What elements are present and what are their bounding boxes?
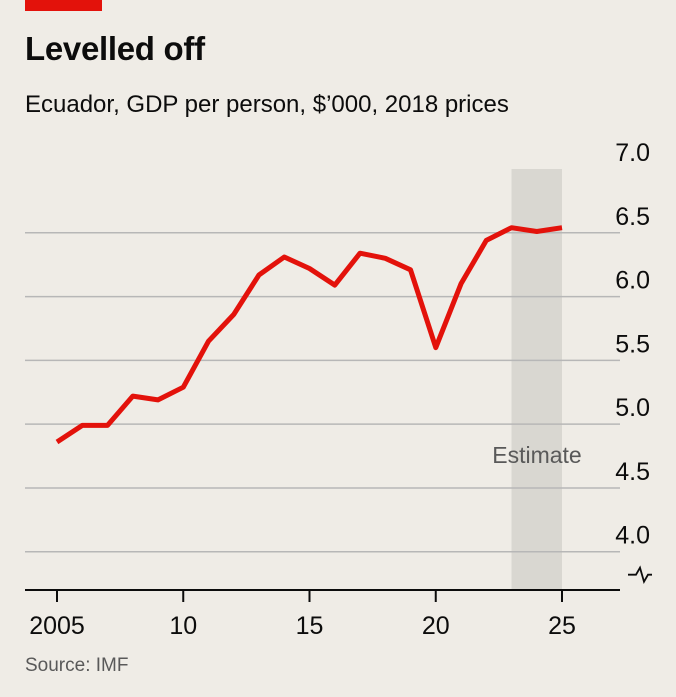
estimate-shade (511, 169, 562, 590)
line-chart: 4.0 4.5 5.0 5.5 6.0 6.5 7.0 2005 10 15 20 25 Estimat… (25, 139, 652, 640)
y-tick-label: 7.0 (615, 139, 650, 167)
y-tick-label: 6.5 (615, 203, 650, 231)
x-tick-label: 2005 (29, 612, 85, 640)
brand-bar (25, 0, 102, 11)
estimate-label: Estimate (492, 442, 581, 468)
x-tick-label: 10 (169, 612, 197, 640)
y-tick-label: 5.5 (615, 330, 650, 358)
y-tick-label: 5.0 (615, 394, 650, 422)
y-tick-label: 6.0 (615, 267, 650, 295)
axis-break-icon (628, 565, 652, 584)
chart-title: Levelled off (25, 30, 205, 67)
x-tick-label: 20 (422, 612, 450, 640)
source-note: Source: IMF (25, 655, 129, 676)
chart-subtitle: Ecuador, GDP per person, $’000, 2018 pri… (25, 91, 509, 118)
x-tick-label: 25 (548, 612, 576, 640)
y-tick-label: 4.5 (615, 458, 650, 486)
x-tick-label: 15 (296, 612, 324, 640)
y-tick-label: 4.0 (615, 522, 650, 550)
series-line-gdp-per-person (55, 225, 563, 445)
